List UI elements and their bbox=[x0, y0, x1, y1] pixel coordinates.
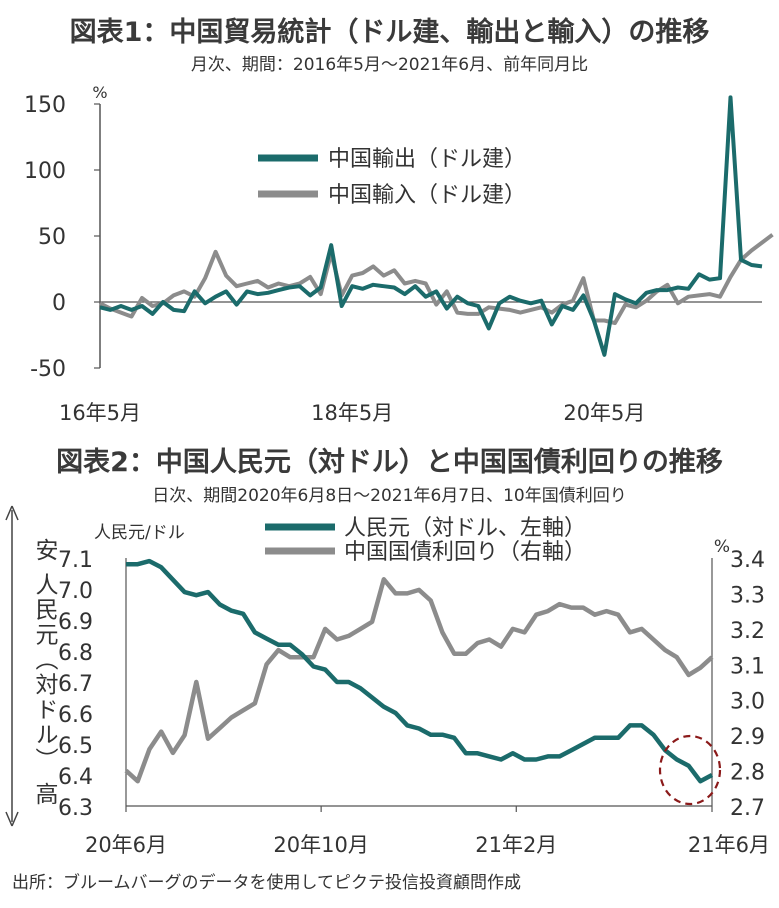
chart1-y-tick-label: 100 bbox=[24, 159, 66, 184]
chart2-right-tick-label: 2.7 bbox=[730, 796, 765, 821]
chart2-arrow-head-down bbox=[5, 811, 19, 827]
chart2-left-tick-label: 6.6 bbox=[58, 703, 93, 728]
chart1-trade: % 150 100 50 0 -50 16年5月 18年5月 20年5月 中国輸出（ドル建） 中国輸… bbox=[24, 83, 774, 425]
chart2-title: 図表2：中国人民元（対ドル）と中国国債利回りの推移 bbox=[56, 447, 723, 478]
source-note: 出所：ブルームバーグのデータを使用してピクテ投信投資顧問作成 bbox=[12, 873, 521, 893]
chart2-right-tick-label: 2.9 bbox=[730, 725, 765, 750]
chart2-left-tick-label: 6.7 bbox=[58, 672, 93, 697]
chart2-subtitle: 日次、期間2020年6月8日～2021年6月7日、10年国債利回り bbox=[152, 486, 627, 506]
chart2-left-tick-label: 6.9 bbox=[58, 610, 93, 635]
chart2-left-tick-label: 6.5 bbox=[58, 734, 93, 759]
chart1-series-line bbox=[99, 233, 774, 326]
chart2-left-tick-label: 6.4 bbox=[58, 765, 93, 790]
chart2-series-line bbox=[124, 577, 714, 784]
chart2-x-tick-label: 20年10月 bbox=[273, 833, 368, 857]
chart2-right-tick-label: 3.2 bbox=[730, 619, 765, 644]
chart2-yuan-yield: 7.1 7.0 6.9 6.8 6.7 6.6 6.5 6.4 6.3 3.4 3.3 3.2 3.1 3… bbox=[5, 505, 770, 857]
chart1-y-tick-label: 50 bbox=[38, 225, 66, 250]
chart2-arrow-head-up bbox=[5, 505, 19, 521]
chart2-x-tick-label: 21年6月 bbox=[688, 833, 770, 857]
chart1-legend-label: 中国輸入（ドル建） bbox=[328, 183, 526, 208]
chart1-y-tick-label: 0 bbox=[52, 291, 66, 316]
chart2-right-tick-label: 2.8 bbox=[730, 761, 765, 786]
chart1-x-tick-label: 18年5月 bbox=[311, 401, 393, 425]
chart2-right-axis-label: % bbox=[714, 537, 730, 557]
chart1-subtitle: 月次、期間：2016年5月～2021年6月、前年同月比 bbox=[190, 55, 589, 75]
chart1-title: 図表1：中国貿易統計（ドル建、輸出と輸入）の推移 bbox=[69, 17, 710, 48]
chart2-x-tick-label: 21年2月 bbox=[475, 833, 557, 857]
chart1-series-line bbox=[99, 95, 763, 357]
chart2-left-tick-label: 7.0 bbox=[58, 579, 93, 604]
chart2-right-tick-label: 3.1 bbox=[730, 654, 765, 679]
chart2-right-tick-label: 3.4 bbox=[730, 548, 765, 573]
chart2-series-line bbox=[126, 558, 714, 784]
chart2-left-tick-label: 6.8 bbox=[58, 641, 93, 666]
chart2-left-tick-label: 6.3 bbox=[58, 796, 93, 821]
chart2-highlight-circle bbox=[658, 734, 722, 806]
chart2-left-tick-label: 7.1 bbox=[58, 548, 93, 573]
chart2-right-tick-label: 3.0 bbox=[730, 690, 765, 715]
chart2-x-tick-label: 20年6月 bbox=[85, 833, 167, 857]
chart1-x-tick-label: 16年5月 bbox=[59, 401, 141, 425]
chart2-right-tick-label: 3.3 bbox=[730, 583, 765, 608]
chart2-left-axis-label: 人民元/ドル bbox=[94, 523, 185, 543]
chart1-unit-label: % bbox=[92, 83, 107, 102]
chart1-y-tick-label: 150 bbox=[24, 93, 66, 118]
chart1-y-tick-label: -50 bbox=[30, 357, 66, 382]
chart2-legend-label: 中国国債利回り（右軸） bbox=[344, 540, 586, 565]
chart2-side-label: 安 人民元（対ドル） 高 bbox=[31, 538, 59, 807]
chart1-x-tick-label: 20年5月 bbox=[563, 401, 645, 425]
chart1-legend-label: 中国輸出（ドル建） bbox=[328, 147, 526, 172]
chart2-legend-label: 人民元（対ドル、左軸） bbox=[344, 516, 586, 541]
